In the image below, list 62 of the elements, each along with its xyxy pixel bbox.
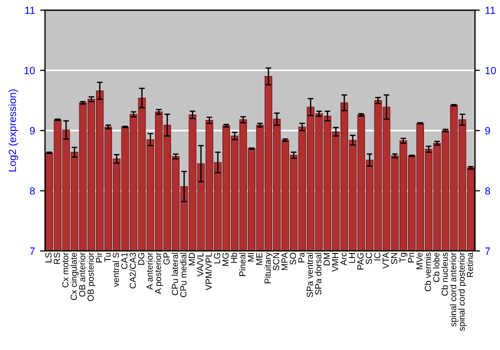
- x-tick-label: VA/VL: [196, 252, 204, 276]
- x-tick-label: Pa: [298, 252, 305, 262]
- y-tick-label: 9: [30, 127, 35, 134]
- x-tick-label: MPA: [282, 252, 288, 270]
- x-tick-label: IC: [374, 252, 380, 260]
- y-tick-label: 8: [30, 187, 35, 195]
- x-tick-label: OB posterior: [87, 252, 96, 302]
- x-tick-label: GP: [163, 252, 170, 265]
- x-tick-label: Tg: [400, 252, 408, 262]
- x-tick-label: Pn: [408, 252, 414, 262]
- y-tick-label: 10: [24, 66, 35, 74]
- x-tick-label: Arc: [340, 252, 347, 266]
- x-tick-label: SCN: [273, 253, 280, 270]
- x-tick-label: OB anterior: [78, 252, 86, 297]
- x-tick-label: Tu: [104, 252, 111, 262]
- x-tick-label: VMH: [332, 253, 338, 272]
- x-tick-label: Pineal: [239, 252, 246, 276]
- x-tick-label: Cb vermis: [424, 252, 431, 292]
- x-tick-label: ME: [256, 252, 262, 265]
- x-tick-label: MD: [188, 252, 195, 266]
- y2-tick-label: 7: [485, 248, 490, 255]
- x-tick-label: DM: [324, 253, 330, 266]
- x-tick-label: SC: [366, 252, 372, 264]
- x-tick-label: Pir: [96, 252, 102, 262]
- x-tick-label: VPM/VPL: [205, 252, 212, 290]
- x-tick-label: spinal cord anterior: [450, 252, 458, 327]
- y-axis-title: Log2 (expression): [8, 90, 18, 172]
- x-tick-label: VTA: [382, 252, 389, 269]
- x-tick-label: Pituitary: [264, 252, 273, 284]
- x-tick-label: A posterior: [154, 252, 163, 294]
- y2-tick-label: 9: [485, 127, 490, 134]
- x-tick-label: SO: [290, 252, 296, 265]
- x-tick-label: MI: [248, 253, 254, 262]
- x-tick-label: LS: [45, 252, 52, 262]
- x-tick-label: spinal cord posterior: [458, 252, 466, 331]
- x-tick-label: Retina: [466, 252, 474, 277]
- x-tick-label: CPu medial: [180, 252, 186, 298]
- x-tick-label: ventral S: [112, 252, 120, 287]
- x-tick-label: LG: [214, 252, 220, 264]
- y2-tick-label: 8: [485, 187, 490, 195]
- x-tick-label: CPu lateral: [172, 252, 178, 296]
- y2-tick-label: 11: [486, 6, 496, 14]
- x-tick-label: CA2/CA3: [129, 252, 136, 288]
- x-tick-label: RS: [54, 252, 60, 264]
- x-tick-label: A anterior: [146, 252, 153, 290]
- x-tick-label: Hb: [230, 252, 238, 263]
- x-tick-label: DG: [138, 252, 144, 265]
- x-tick-label: LH: [348, 253, 356, 263]
- x-tick-label: PAG: [357, 252, 364, 270]
- x-tick-label: MVe: [416, 252, 423, 270]
- y-tick-label: 7: [30, 248, 35, 255]
- y2-tick-label: 10: [486, 66, 496, 74]
- x-tick-label: Cx motor: [62, 252, 68, 288]
- y-tick-label: 11: [25, 6, 35, 14]
- x-tick-label: CA1: [121, 252, 128, 269]
- x-tick-label: MG: [222, 252, 229, 266]
- x-tick-label: Cx cingulate: [70, 252, 79, 300]
- x-tick-label: Cb nucleus: [441, 252, 448, 296]
- x-tick-label: SN: [391, 253, 398, 264]
- x-tick-label: Cb lobe: [432, 252, 440, 282]
- x-tick-label: SPa ventral: [306, 252, 313, 298]
- x-tick-label: SPa dorsal: [314, 252, 322, 295]
